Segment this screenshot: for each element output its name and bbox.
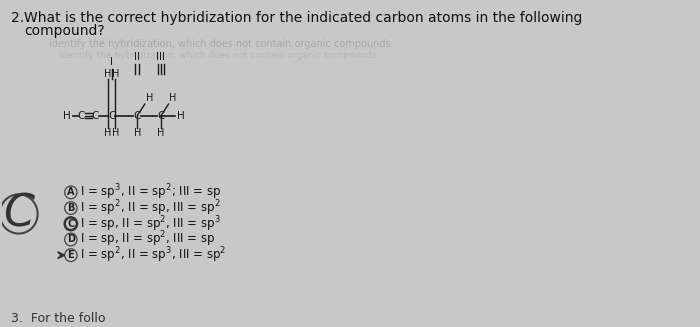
Text: identify the hybridization, which does not contain organic compounds: identify the hybridization, which does n… — [49, 39, 391, 49]
Text: C: C — [78, 111, 85, 121]
Text: compound?: compound? — [25, 24, 105, 38]
Text: III: III — [157, 52, 165, 62]
Text: I = sp$^2$, II = sp$^3$, III = sp$^2$: I = sp$^2$, II = sp$^3$, III = sp$^2$ — [80, 245, 227, 265]
Text: H: H — [177, 111, 185, 121]
Text: I = sp, II = sp$^2$, III = sp$^3$: I = sp, II = sp$^2$, III = sp$^3$ — [80, 214, 221, 233]
Text: H: H — [112, 69, 119, 78]
Text: E: E — [67, 250, 74, 260]
Text: I = sp$^2$, II = sp, III = sp$^2$: I = sp$^2$, II = sp, III = sp$^2$ — [80, 198, 221, 218]
Text: 3.  For the follo: 3. For the follo — [11, 312, 106, 325]
Text: C: C — [3, 193, 34, 235]
Text: D: D — [66, 234, 75, 245]
Text: I: I — [110, 57, 113, 67]
Text: I = sp$^3$, II = sp$^2$; III = sp: I = sp$^3$, II = sp$^2$; III = sp — [80, 182, 222, 202]
Text: H: H — [158, 128, 164, 138]
Text: A: A — [67, 187, 75, 198]
Text: C: C — [134, 111, 141, 121]
Text: identify the hybridization, which does not contain organic compounds: identify the hybridization, which does n… — [59, 51, 376, 60]
Text: H: H — [112, 128, 119, 138]
Text: H: H — [134, 128, 141, 138]
Text: H: H — [63, 111, 71, 121]
Text: H: H — [169, 93, 177, 103]
Text: What is the correct hybridization for the indicated carbon atoms in the followin: What is the correct hybridization for th… — [25, 11, 583, 25]
Text: B: B — [67, 203, 74, 213]
Text: H: H — [146, 93, 153, 103]
Text: C: C — [67, 219, 74, 229]
Text: 2.: 2. — [11, 11, 25, 25]
Text: H: H — [104, 128, 111, 138]
Text: C: C — [108, 111, 116, 121]
Text: C: C — [92, 111, 99, 121]
Text: H: H — [104, 69, 111, 78]
Text: C: C — [158, 111, 164, 121]
Text: I = sp, II = sp$^2$, III = sp: I = sp, II = sp$^2$, III = sp — [80, 230, 216, 249]
Text: II: II — [134, 52, 140, 62]
